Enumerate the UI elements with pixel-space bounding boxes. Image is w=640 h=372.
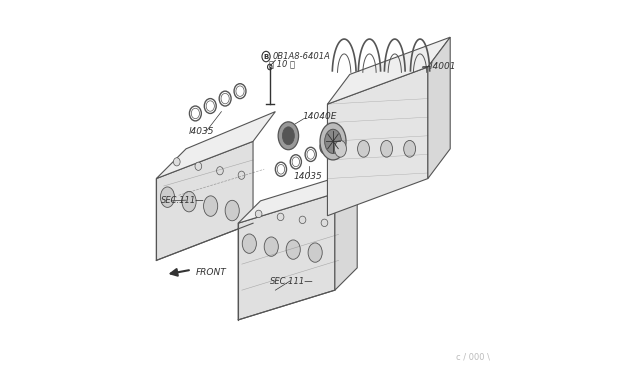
Polygon shape [238,171,357,223]
Text: 〈 10 〉: 〈 10 〉 [269,60,294,68]
Ellipse shape [321,219,328,227]
Ellipse shape [282,127,294,145]
Ellipse shape [195,162,202,170]
Polygon shape [328,37,450,104]
Text: 14040E: 14040E [302,112,337,121]
Text: B: B [264,54,269,60]
Polygon shape [428,37,450,179]
Ellipse shape [286,240,300,259]
Polygon shape [156,141,253,260]
Text: 14035: 14035 [293,172,322,181]
Ellipse shape [238,171,245,179]
Polygon shape [328,67,428,216]
Text: l4035: l4035 [189,127,214,136]
Polygon shape [238,193,335,320]
Ellipse shape [268,64,272,70]
Ellipse shape [381,141,392,157]
Ellipse shape [277,213,284,221]
Polygon shape [156,112,275,179]
Ellipse shape [216,167,223,175]
Ellipse shape [358,141,369,157]
Ellipse shape [225,201,239,221]
Ellipse shape [320,123,346,160]
Text: FRONT: FRONT [195,268,226,277]
Text: 0B1A8-6401A: 0B1A8-6401A [273,52,330,61]
Ellipse shape [299,216,306,224]
Ellipse shape [404,141,415,157]
Text: c / 000 \: c / 000 \ [456,353,490,362]
Ellipse shape [243,234,257,253]
Ellipse shape [264,237,278,256]
Ellipse shape [255,210,262,218]
Text: —l4001: —l4001 [422,62,456,71]
Text: SEC.111—: SEC.111— [161,196,204,205]
Ellipse shape [335,141,346,157]
Text: SEC.111—: SEC.111— [270,277,314,286]
Ellipse shape [308,243,322,262]
Ellipse shape [173,158,180,166]
Ellipse shape [324,129,341,154]
Ellipse shape [278,122,299,150]
Polygon shape [335,171,357,290]
Ellipse shape [161,187,175,208]
Ellipse shape [182,192,196,212]
Ellipse shape [204,196,218,217]
